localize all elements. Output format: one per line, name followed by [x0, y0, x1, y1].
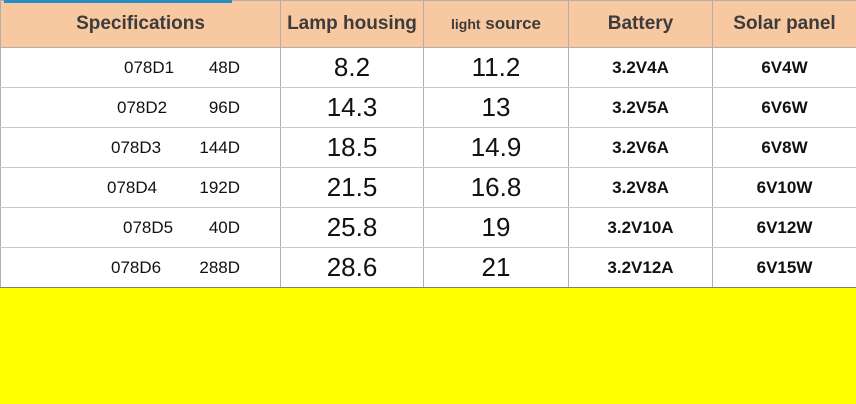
battery-value: 3.2V10A: [568, 207, 713, 248]
battery-value: 3.2V6A: [568, 127, 713, 168]
model-code: 078D1: [124, 57, 175, 77]
led-count: 48D: [208, 57, 240, 77]
solar-panel-value: 6V10W: [712, 167, 856, 208]
header-battery: Battery: [568, 0, 713, 48]
led-count: 192D: [199, 177, 240, 197]
led-count: 40D: [208, 217, 240, 237]
header-light-source: light source: [423, 0, 569, 48]
spec-cell: 078D5 40D: [0, 207, 281, 248]
model-code: 078D6: [111, 257, 162, 277]
model-code: 078D2: [117, 97, 168, 117]
table-row: 078D2 96D 14.3 13 3.2V5A 6V6W: [0, 87, 856, 128]
light-source-value: 13: [423, 87, 569, 128]
led-count: 96D: [208, 97, 240, 117]
battery-value: 3.2V12A: [568, 247, 713, 288]
table-row: 078D5 40D 25.8 19 3.2V10A 6V12W: [0, 207, 856, 248]
spec-cell: 078D2 96D: [0, 87, 281, 128]
solar-panel-value: 6V8W: [712, 127, 856, 168]
light-source-value: 16.8: [423, 167, 569, 208]
spec-cell: 078D1 48D: [0, 47, 281, 88]
table-row: 078D6 288D 28.6 21 3.2V12A 6V15W: [0, 247, 856, 288]
spec-cell: 078D4 192D: [0, 167, 281, 208]
header-solar-panel: Solar panel: [712, 0, 856, 48]
solar-panel-value: 6V12W: [712, 207, 856, 248]
battery-value: 3.2V4A: [568, 47, 713, 88]
lamp-housing-value: 8.2: [280, 47, 424, 88]
light-source-value: 11.2: [423, 47, 569, 88]
battery-value: 3.2V5A: [568, 87, 713, 128]
lamp-housing-value: 18.5: [280, 127, 424, 168]
light-source-value: 19: [423, 207, 569, 248]
solar-panel-value: 6V6W: [712, 87, 856, 128]
light-source-value: 14.9: [423, 127, 569, 168]
table-row: 078D4 192D 21.5 16.8 3.2V8A 6V10W: [0, 167, 856, 208]
led-count: 288D: [199, 257, 240, 277]
spec-table: Specifications Lamp housing light source…: [0, 0, 856, 288]
spec-cell: 078D6 288D: [0, 247, 281, 288]
lamp-housing-value: 28.6: [280, 247, 424, 288]
header-light-word: light: [450, 16, 481, 32]
solar-panel-value: 6V15W: [712, 247, 856, 288]
light-source-value: 21: [423, 247, 569, 288]
battery-value: 3.2V8A: [568, 167, 713, 208]
table-row: 078D3 144D 18.5 14.9 3.2V6A 6V8W: [0, 127, 856, 168]
accent-bar: [4, 0, 232, 3]
model-code: 078D5: [123, 217, 174, 237]
solar-panel-value: 6V4W: [712, 47, 856, 88]
lamp-housing-value: 21.5: [280, 167, 424, 208]
header-specifications: Specifications: [0, 0, 281, 48]
header-lamp-housing: Lamp housing: [280, 0, 424, 48]
lamp-housing-value: 25.8: [280, 207, 424, 248]
led-count: 144D: [199, 137, 240, 157]
model-code: 078D4: [107, 177, 158, 197]
spec-cell: 078D3 144D: [0, 127, 281, 168]
model-code: 078D3: [111, 137, 162, 157]
header-source-word: source: [485, 14, 542, 33]
table-row: 078D1 48D 8.2 11.2 3.2V4A 6V4W: [0, 47, 856, 88]
lamp-housing-value: 14.3: [280, 87, 424, 128]
header-row: Specifications Lamp housing light source…: [0, 0, 856, 48]
